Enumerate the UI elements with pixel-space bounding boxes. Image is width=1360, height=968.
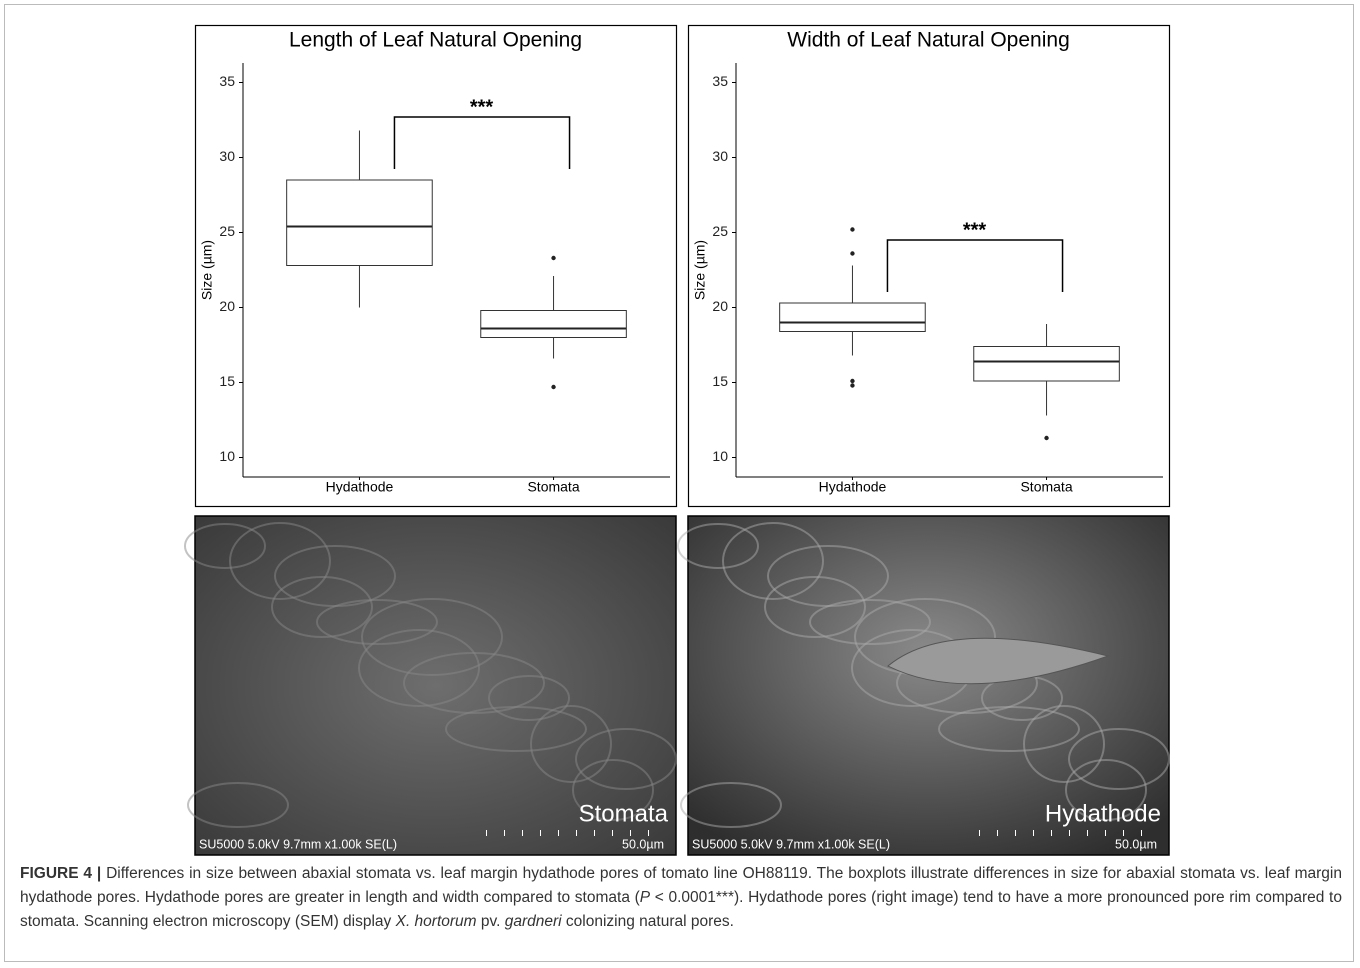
image-label: Stomata <box>579 800 669 827</box>
outlier <box>1044 436 1048 440</box>
y-axis-label: Size (µm) <box>199 240 215 300</box>
y-tick-label: 25 <box>219 223 235 239</box>
x-tick-label: Hydathode <box>326 479 394 495</box>
y-axis-label: Size (µm) <box>692 240 708 300</box>
box <box>780 303 926 332</box>
outlier <box>551 256 555 260</box>
caption-text: gardneri <box>505 913 562 930</box>
image-info: SU5000 5.0kV 9.7mm x1.00k SE(L) <box>692 837 890 851</box>
outlier <box>551 385 555 389</box>
y-tick-label: 10 <box>219 448 235 464</box>
figure: Length of Leaf Natural Opening 10 15 20 25 30… <box>0 0 1360 860</box>
outlier <box>850 227 854 231</box>
significance-label: *** <box>963 219 987 241</box>
box <box>974 347 1120 382</box>
image-scale: 50.0µm <box>1115 837 1157 851</box>
significance-bracket <box>887 240 1062 292</box>
image-info: SU5000 5.0kV 9.7mm x1.00k SE(L) <box>199 837 397 851</box>
caption-text: P <box>640 889 650 906</box>
caption-text: pv. <box>477 913 505 930</box>
caption-text: X. hortorum <box>396 913 477 930</box>
y-tick-label: 30 <box>712 148 728 164</box>
outlier <box>850 379 854 383</box>
page: Length of Leaf Natural Opening 10 15 20 25 30… <box>0 0 1360 968</box>
significance-label: *** <box>470 96 494 118</box>
y-tick-label: 25 <box>712 223 728 239</box>
y-tick-label: 20 <box>712 298 728 314</box>
y-tick-label: 35 <box>712 73 728 89</box>
chart-title: Width of Leaf Natural Opening <box>787 29 1070 52</box>
y-tick-label: 20 <box>219 298 235 314</box>
caption: FIGURE 4 | Differences in size between a… <box>20 862 1342 934</box>
image-label: Hydathode <box>1045 800 1161 827</box>
x-tick-label: Stomata <box>1020 479 1072 495</box>
box <box>481 311 627 338</box>
chart-title: Length of Leaf Natural Opening <box>289 29 582 52</box>
y-tick-label: 35 <box>219 73 235 89</box>
y-tick-label: 15 <box>712 373 728 389</box>
caption-text: colonizing natural pores. <box>562 913 734 930</box>
outlier <box>850 251 854 255</box>
y-tick-label: 10 <box>712 448 728 464</box>
y-tick-label: 30 <box>219 148 235 164</box>
panel-border <box>689 26 1170 507</box>
x-tick-label: Stomata <box>527 479 579 495</box>
significance-bracket <box>394 117 569 169</box>
caption-label: FIGURE 4 | <box>20 865 101 882</box>
box <box>287 180 433 266</box>
y-tick-label: 15 <box>219 373 235 389</box>
outlier <box>850 383 854 387</box>
panel-border <box>196 26 677 507</box>
image-scale: 50.0µm <box>622 837 664 851</box>
x-tick-label: Hydathode <box>819 479 887 495</box>
